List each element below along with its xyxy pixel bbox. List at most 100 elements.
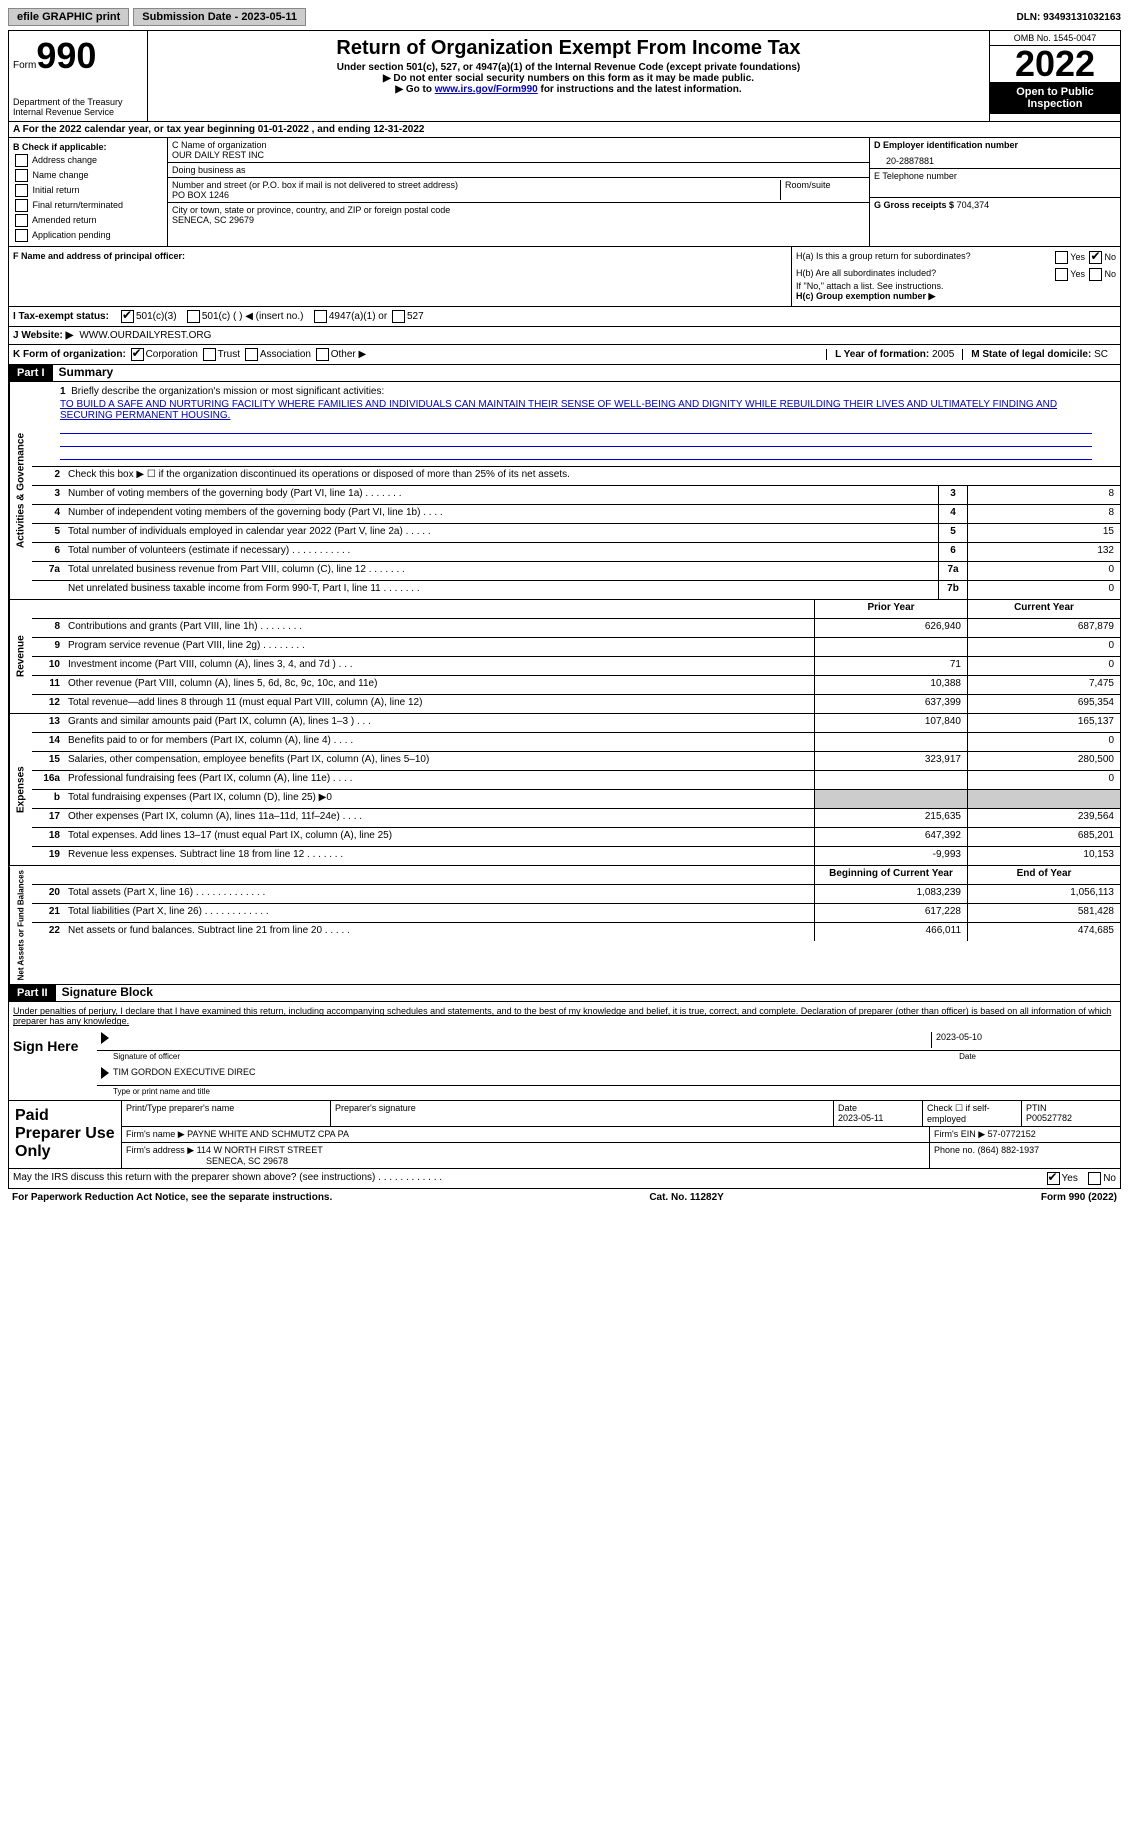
paid-label: Paid Preparer Use Only: [9, 1101, 122, 1168]
i-501c[interactable]: [187, 310, 200, 323]
addr-label: Number and street (or P.O. box if mail i…: [172, 180, 780, 190]
form-word: Form: [13, 60, 36, 71]
tax-year: 2022: [990, 46, 1120, 82]
table-row: 6 Total number of volunteers (estimate i…: [32, 543, 1120, 562]
sign-here-label: Sign Here: [9, 1030, 97, 1100]
ha-no[interactable]: [1089, 251, 1102, 264]
irs-link[interactable]: www.irs.gov/Form990: [435, 84, 538, 95]
prior-year-header: Prior Year: [814, 600, 967, 618]
table-row: 7a Total unrelated business revenue from…: [32, 562, 1120, 581]
part1-bar: Part I Summary: [8, 365, 1121, 382]
bcd-box: B Check if applicable: Address change Na…: [8, 138, 1121, 247]
discuss-no[interactable]: [1088, 1172, 1101, 1185]
mission-text: TO BUILD A SAFE AND NURTURING FACILITY W…: [60, 399, 1092, 421]
checkbox-name[interactable]: [15, 169, 28, 182]
row-a: A For the 2022 calendar year, or tax yea…: [8, 122, 1121, 138]
checkbox-initial[interactable]: [15, 184, 28, 197]
part1-header: Part I: [9, 365, 53, 381]
begin-year-header: Beginning of Current Year: [814, 866, 967, 884]
table-row: 14 Benefits paid to or for members (Part…: [32, 733, 1120, 752]
form-title: Return of Organization Exempt From Incom…: [152, 37, 985, 60]
prep-date: 2023-05-11: [838, 1113, 918, 1123]
table-row: 11 Other revenue (Part VIII, column (A),…: [32, 676, 1120, 695]
hb-label: H(b) Are all subordinates included?: [796, 268, 936, 281]
firm-name: PAYNE WHITE AND SCHMUTZ CPA PA: [187, 1129, 349, 1139]
org-name-label: C Name of organization: [172, 140, 865, 150]
hc-label: H(c) Group exemption number ▶: [796, 291, 1116, 302]
governance-section: Activities & Governance 1 Briefly descri…: [8, 382, 1121, 600]
table-row: 19 Revenue less expenses. Subtract line …: [32, 847, 1120, 865]
table-row: 20 Total assets (Part X, line 16) . . . …: [32, 885, 1120, 904]
hb-note: If "No," attach a list. See instructions…: [796, 281, 1116, 291]
checkbox-final[interactable]: [15, 199, 28, 212]
i-527[interactable]: [392, 310, 405, 323]
discuss-row: May the IRS discuss this return with the…: [8, 1169, 1121, 1189]
checkbox-pending[interactable]: [15, 229, 28, 242]
note-goto-post: for instructions and the latest informat…: [538, 84, 742, 95]
k-label: K Form of organization:: [13, 349, 126, 360]
row-i: I Tax-exempt status: 501(c)(3) 501(c) ( …: [8, 307, 1121, 327]
table-row: 17 Other expenses (Part IX, column (A), …: [32, 809, 1120, 828]
table-row: Net unrelated business taxable income fr…: [32, 581, 1120, 599]
phone-label: E Telephone number: [874, 171, 1116, 181]
city-label: City or town, state or province, country…: [172, 205, 865, 215]
dba-label: Doing business as: [172, 165, 865, 175]
cat-no: Cat. No. 11282Y: [649, 1192, 723, 1203]
form-number: 990: [36, 35, 96, 76]
k-assoc[interactable]: [245, 348, 258, 361]
k-trust[interactable]: [203, 348, 216, 361]
table-row: 21 Total liabilities (Part X, line 26) .…: [32, 904, 1120, 923]
fh-box: F Name and address of principal officer:…: [8, 247, 1121, 307]
ha-yes[interactable]: [1055, 251, 1068, 264]
dept-line2: Internal Revenue Service: [13, 107, 143, 117]
note-ssn: ▶ Do not enter social security numbers o…: [152, 73, 985, 84]
i-label: I Tax-exempt status:: [13, 311, 109, 322]
firm-addr1: 114 W NORTH FIRST STREET: [197, 1145, 323, 1155]
room-label: Room/suite: [785, 180, 865, 190]
sign-box: Sign Here 2023-05-10 Signature of office…: [8, 1030, 1121, 1101]
table-row: 3 Number of voting members of the govern…: [32, 486, 1120, 505]
hb-yes[interactable]: [1055, 268, 1068, 281]
checkbox-amended[interactable]: [15, 214, 28, 227]
website: WWW.OURDAILYREST.ORG: [79, 330, 211, 341]
k-other[interactable]: [316, 348, 329, 361]
ein: 20-2887881: [874, 150, 1116, 166]
net-label: Net Assets or Fund Balances: [9, 866, 32, 984]
hb-no[interactable]: [1089, 268, 1102, 281]
bottom-line: For Paperwork Reduction Act Notice, see …: [8, 1189, 1121, 1206]
dept-line1: Department of the Treasury: [13, 97, 143, 107]
end-year-header: End of Year: [967, 866, 1120, 884]
penalty-text: Under penalties of perjury, I declare th…: [8, 1002, 1121, 1030]
officer: [13, 261, 787, 301]
row-j: J Website: ▶ WWW.OURDAILYREST.ORG: [8, 327, 1121, 345]
sign-date: 2023-05-10: [931, 1032, 1116, 1048]
dln: DLN: 93493131032163: [1016, 12, 1121, 23]
top-bar: efile GRAPHIC print Submission Date - 20…: [8, 8, 1121, 26]
ein-label: D Employer identification number: [874, 140, 1116, 150]
i-501c3[interactable]: [121, 310, 134, 323]
gross-label: G Gross receipts $: [874, 200, 954, 210]
table-row: 16a Professional fundraising fees (Part …: [32, 771, 1120, 790]
col-c: C Name of organization OUR DAILY REST IN…: [168, 138, 869, 246]
table-row: 5 Total number of individuals employed i…: [32, 524, 1120, 543]
discuss-yes[interactable]: [1047, 1172, 1060, 1185]
submission-date: Submission Date - 2023-05-11: [133, 8, 306, 26]
col-b-header: B Check if applicable:: [13, 142, 163, 152]
table-row: 9 Program service revenue (Part VIII, li…: [32, 638, 1120, 657]
table-row: 4 Number of independent voting members o…: [32, 505, 1120, 524]
part2-title: Signature Block: [56, 985, 153, 1001]
netassets-section: Net Assets or Fund Balances Beginning of…: [8, 866, 1121, 985]
revenue-section: Revenue Prior Year Current Year 8 Contri…: [8, 600, 1121, 714]
checkbox-address[interactable]: [15, 154, 28, 167]
part2-bar: Part II Signature Block: [8, 985, 1121, 1002]
form-subtitle: Under section 501(c), 527, or 4947(a)(1)…: [152, 62, 985, 73]
firm-phone: (864) 882-1937: [978, 1145, 1040, 1155]
paid-preparer-box: Paid Preparer Use Only Print/Type prepar…: [8, 1101, 1121, 1169]
open-public: Open to Public Inspection: [990, 82, 1120, 114]
exp-label: Expenses: [9, 714, 32, 865]
firm-ein: 57-0772152: [988, 1129, 1036, 1139]
form-ref: Form 990 (2022): [1041, 1192, 1117, 1203]
i-4947[interactable]: [314, 310, 327, 323]
k-corp[interactable]: [131, 348, 144, 361]
gross-receipts: 704,374: [957, 200, 990, 210]
